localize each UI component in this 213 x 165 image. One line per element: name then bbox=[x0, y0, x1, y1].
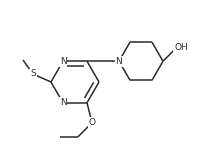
Text: N: N bbox=[60, 57, 66, 66]
Text: N: N bbox=[60, 98, 66, 107]
Text: O: O bbox=[88, 118, 95, 127]
Text: OH: OH bbox=[174, 43, 188, 52]
Text: N: N bbox=[116, 57, 122, 66]
Text: S: S bbox=[30, 69, 36, 79]
